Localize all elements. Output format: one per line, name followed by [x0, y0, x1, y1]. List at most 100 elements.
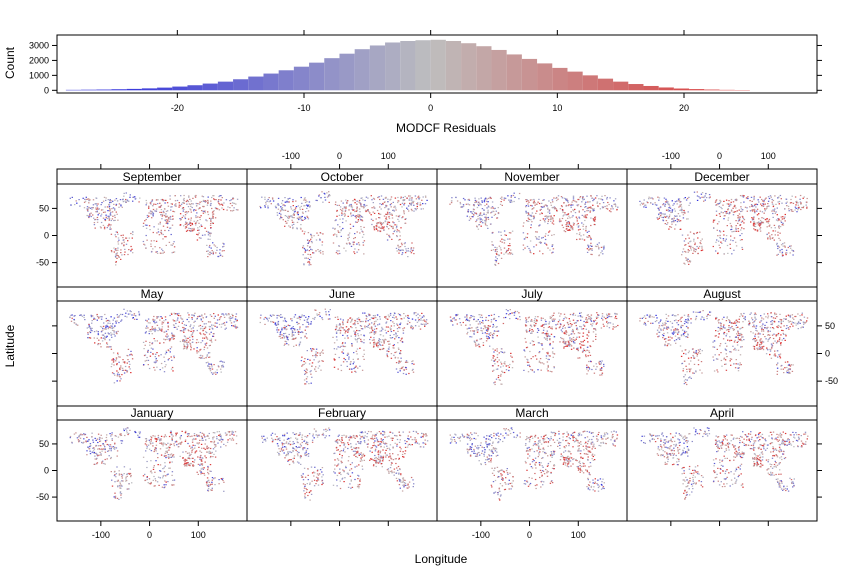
map-point	[395, 207, 396, 208]
map-point	[396, 226, 397, 227]
map-point	[530, 321, 531, 322]
map-point	[694, 192, 695, 193]
map-point	[743, 222, 744, 223]
map-point	[554, 207, 555, 208]
map-point	[351, 205, 352, 206]
map-point	[405, 218, 406, 219]
map-point	[277, 212, 278, 213]
map-point	[572, 329, 573, 330]
map-point	[403, 197, 404, 198]
map-point	[562, 218, 563, 219]
map-point	[564, 212, 565, 213]
map-point	[560, 323, 561, 324]
map-point	[178, 313, 179, 314]
map-point	[170, 348, 171, 349]
map-point	[683, 248, 684, 249]
map-point	[564, 346, 565, 347]
map-point	[95, 197, 96, 198]
map-point	[489, 337, 490, 338]
map-point	[726, 239, 727, 240]
map-point	[218, 196, 219, 197]
map-point	[413, 364, 414, 365]
map-point	[693, 233, 694, 234]
map-point	[184, 348, 185, 349]
map-point	[288, 216, 289, 217]
map-point	[329, 314, 330, 315]
map-point	[501, 252, 502, 253]
map-point	[584, 211, 585, 212]
map-point	[740, 202, 741, 203]
map-point	[265, 207, 266, 208]
map-point	[87, 334, 88, 335]
map-point	[596, 312, 597, 313]
map-point	[561, 330, 562, 331]
map-point	[401, 254, 402, 255]
map-point	[682, 251, 683, 252]
map-point	[191, 317, 192, 318]
map-point	[723, 238, 724, 239]
map-point	[590, 243, 591, 244]
map-point	[200, 318, 201, 319]
map-point	[586, 196, 587, 197]
map-point	[535, 231, 536, 232]
map-point	[312, 242, 313, 243]
map-point	[743, 195, 744, 196]
map-point	[146, 219, 147, 220]
map-point	[119, 374, 120, 375]
map-point	[115, 220, 116, 221]
map-point	[211, 253, 212, 254]
map-point	[603, 326, 604, 327]
map-point	[581, 201, 582, 202]
map-point	[563, 215, 564, 216]
map-point	[478, 319, 479, 320]
map-point	[362, 370, 363, 371]
map-point	[673, 203, 674, 204]
map-point	[460, 202, 461, 203]
map-point	[164, 371, 165, 372]
map-point	[347, 335, 348, 336]
map-point	[207, 203, 208, 204]
map-point	[156, 322, 157, 323]
map-point	[479, 218, 480, 219]
map-point	[220, 195, 221, 196]
map-point	[572, 315, 573, 316]
map-point	[107, 206, 108, 207]
map-point	[573, 330, 574, 331]
map-point	[210, 205, 211, 206]
map-point	[603, 246, 604, 247]
map-point	[585, 319, 586, 320]
map-point	[728, 200, 729, 201]
map-point	[775, 227, 776, 228]
map-point	[298, 334, 299, 335]
map-point	[403, 366, 404, 367]
map-point	[414, 313, 415, 314]
map-point	[765, 209, 766, 210]
map-point	[757, 204, 758, 205]
map-point	[339, 226, 340, 227]
map-point	[530, 227, 531, 228]
map-point	[390, 337, 391, 338]
map-point	[417, 197, 418, 198]
map-point	[311, 383, 312, 384]
map-point	[401, 197, 402, 198]
map-point	[792, 254, 793, 255]
map-point	[528, 248, 529, 249]
map-point	[190, 225, 191, 226]
map-point	[72, 197, 73, 198]
map-point	[304, 205, 305, 206]
map-point	[385, 197, 386, 198]
map-point	[161, 199, 162, 200]
map-point	[215, 322, 216, 323]
map-point	[111, 202, 112, 203]
map-point	[280, 317, 281, 318]
map-point	[344, 338, 345, 339]
map-point	[135, 315, 136, 316]
map-point	[395, 316, 396, 317]
map-point	[530, 200, 531, 201]
map-point	[781, 203, 782, 204]
map-point	[580, 239, 581, 240]
map-point	[488, 198, 489, 199]
map-point	[193, 228, 194, 229]
map-point	[287, 211, 288, 212]
map-point	[182, 327, 183, 328]
